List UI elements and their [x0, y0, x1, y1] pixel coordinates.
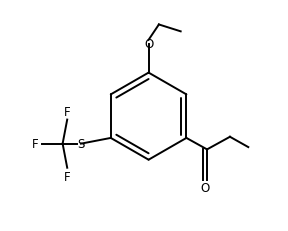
Text: O: O: [200, 182, 210, 195]
Text: F: F: [32, 137, 39, 151]
Text: F: F: [64, 170, 71, 183]
Text: F: F: [64, 105, 71, 118]
Text: O: O: [144, 38, 153, 51]
Text: S: S: [77, 137, 85, 151]
